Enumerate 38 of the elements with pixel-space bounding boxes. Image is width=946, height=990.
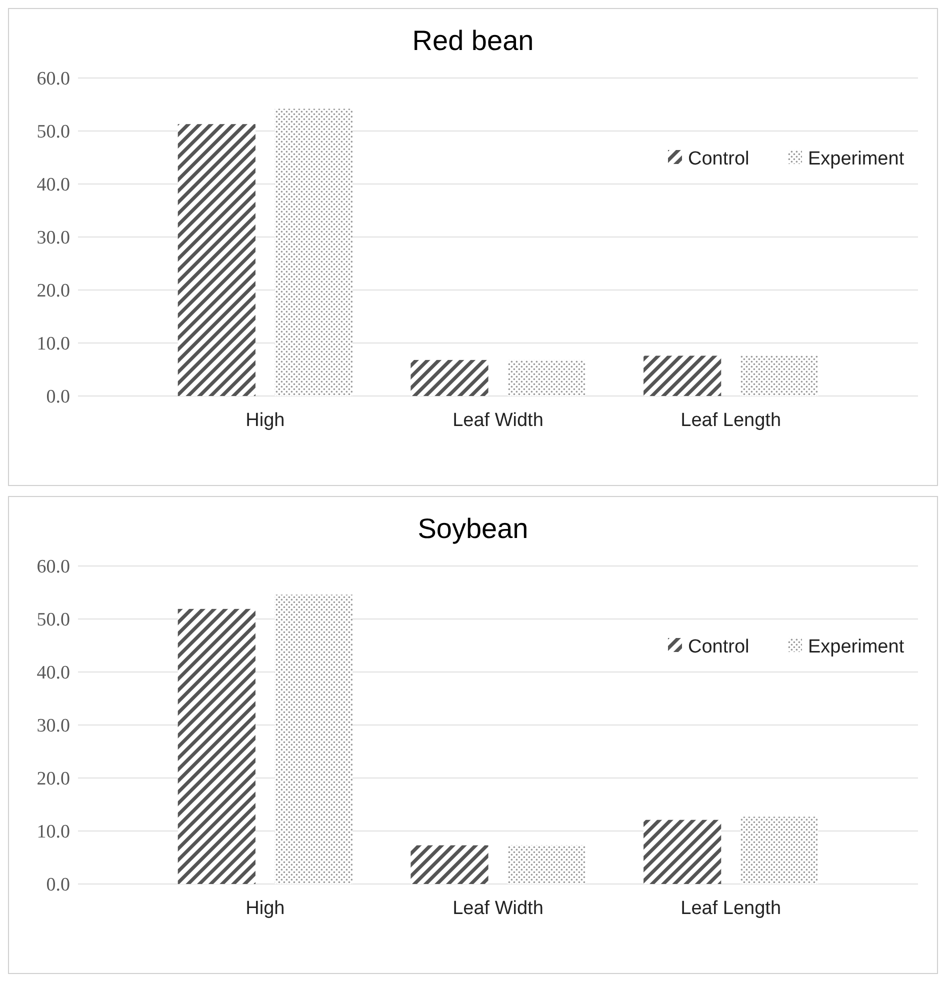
y-tick-label: 60.0	[36, 556, 70, 578]
bar	[410, 360, 488, 396]
y-tick-label: 0.0	[46, 386, 70, 408]
bar	[178, 608, 256, 884]
x-tick-label: Leaf Length	[680, 898, 782, 919]
y-tick-label: 30.0	[36, 228, 70, 249]
bar	[740, 356, 818, 396]
y-tick-label: 20.0	[36, 768, 70, 790]
bar	[274, 594, 352, 884]
bar	[178, 124, 256, 396]
chart-title: Soybean	[418, 513, 528, 544]
bar	[644, 356, 722, 396]
legend-label: Experiment	[808, 636, 905, 658]
y-tick-label: 60.0	[36, 68, 70, 90]
y-tick-label: 40.0	[36, 174, 70, 196]
bar	[410, 845, 488, 884]
x-tick-label: High	[246, 410, 285, 431]
legend-label: Experiment	[808, 148, 905, 170]
y-tick-label: 0.0	[46, 874, 70, 896]
x-tick-label: High	[246, 898, 285, 919]
legend-label: Control	[688, 636, 750, 658]
x-tick-label: Leaf Width	[452, 898, 544, 919]
x-tick-label: Leaf Width	[452, 410, 544, 431]
legend-label: Control	[688, 148, 750, 170]
y-tick-label: 20.0	[36, 280, 70, 302]
y-tick-label: 50.0	[36, 122, 70, 143]
y-tick-label: 10.0	[36, 334, 70, 355]
y-tick-label: 10.0	[36, 822, 70, 843]
bar	[274, 108, 352, 396]
x-tick-label: Leaf Length	[680, 410, 782, 431]
bar	[508, 845, 586, 884]
y-tick-label: 40.0	[36, 662, 70, 684]
bar	[644, 820, 722, 884]
y-tick-label: 30.0	[36, 716, 70, 737]
chart-title: Red bean	[412, 25, 534, 56]
bar	[508, 360, 586, 396]
bar	[740, 816, 818, 884]
y-tick-label: 50.0	[36, 610, 70, 631]
